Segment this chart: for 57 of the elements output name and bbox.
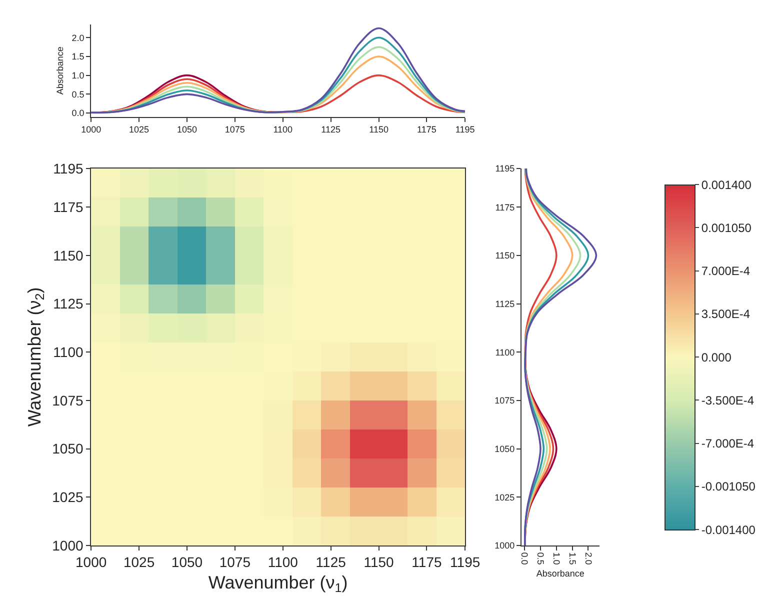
- y-tick-label: 1075: [494, 396, 515, 406]
- y-tick-label: 1125: [53, 296, 84, 312]
- x-tick-label: 1195: [450, 554, 480, 570]
- y-tick-label: 1125: [495, 298, 515, 309]
- color-bar-label: -3.500E-4: [701, 393, 754, 408]
- color-bar-label: -0.001400: [701, 522, 756, 537]
- x-tick-label: 1195: [455, 124, 475, 135]
- x-tick-label: 2.0: [583, 552, 594, 565]
- y-tick-label: 1100: [495, 347, 515, 358]
- color-bar-label: 0.001050: [701, 220, 752, 235]
- y-tick-label: 1175: [53, 199, 84, 216]
- x-tick-label: 1175: [417, 124, 436, 135]
- y-tick-label: 1195: [53, 160, 84, 176]
- x-tick-label: 1050: [171, 554, 203, 570]
- x-tick-label: 1075: [219, 554, 251, 570]
- x-tick-label: 1075: [224, 124, 245, 135]
- color-bar-label: -7.000E-4: [701, 436, 754, 450]
- x-tick-label: 1050: [176, 124, 198, 135]
- x-tick-label: 1025: [129, 124, 150, 135]
- y-tick-label: 1.0: [72, 70, 84, 80]
- y-tick-label: 1100: [53, 344, 84, 360]
- x-axis-title: Wavenumber (ν$_{1}$): [208, 572, 348, 596]
- x-axis-title: Absorbance: [536, 568, 584, 579]
- y-tick-label: 2.0: [72, 32, 84, 43]
- y-tick-label: 1000: [52, 537, 84, 554]
- x-tick-label: 0.0: [520, 552, 530, 565]
- x-tick-label: 1100: [268, 554, 298, 570]
- x-tick-label: 1150: [364, 554, 394, 570]
- x-tick-label: 1100: [273, 124, 293, 135]
- y-tick-label: 1.5: [72, 52, 84, 62]
- x-tick-label: 1.5: [567, 552, 578, 565]
- y-tick-label: 1050: [52, 440, 84, 457]
- y-tick-label: 0.0: [72, 108, 84, 118]
- x-tick-label: 1000: [81, 124, 102, 135]
- y-tick-label: 0.5: [72, 89, 84, 100]
- y-tick-label: 1025: [494, 492, 515, 502]
- x-tick-label: 1125: [316, 554, 346, 570]
- y-tick-label: 1025: [52, 489, 84, 506]
- y-tick-label: 1050: [494, 444, 515, 454]
- x-tick-label: 1175: [412, 554, 442, 570]
- x-tick-label: 1125: [321, 124, 341, 135]
- y-tick-label: 1175: [495, 202, 515, 212]
- y-tick-label: 1195: [495, 164, 515, 174]
- color-bar-label: -0.001050: [701, 480, 756, 494]
- y-tick-label: 1000: [494, 540, 515, 551]
- x-tick-label: 1025: [123, 554, 155, 570]
- x-tick-label: 0.5: [536, 552, 546, 565]
- x-tick-label: 1.0: [551, 552, 562, 565]
- y-tick-label: 1150: [53, 247, 84, 264]
- color-bar-label: 0.001400: [701, 178, 752, 192]
- y-tick-label: 1075: [52, 392, 84, 408]
- color-bar-label: 7.000E-4: [701, 264, 750, 278]
- y-axis-title: Absorbance: [55, 46, 66, 95]
- color-bar-label: 0.000: [701, 350, 732, 364]
- y-tick-label: 1150: [495, 250, 515, 261]
- color-bar-label: 3.500E-4: [701, 307, 750, 322]
- x-tick-label: 1150: [369, 124, 388, 135]
